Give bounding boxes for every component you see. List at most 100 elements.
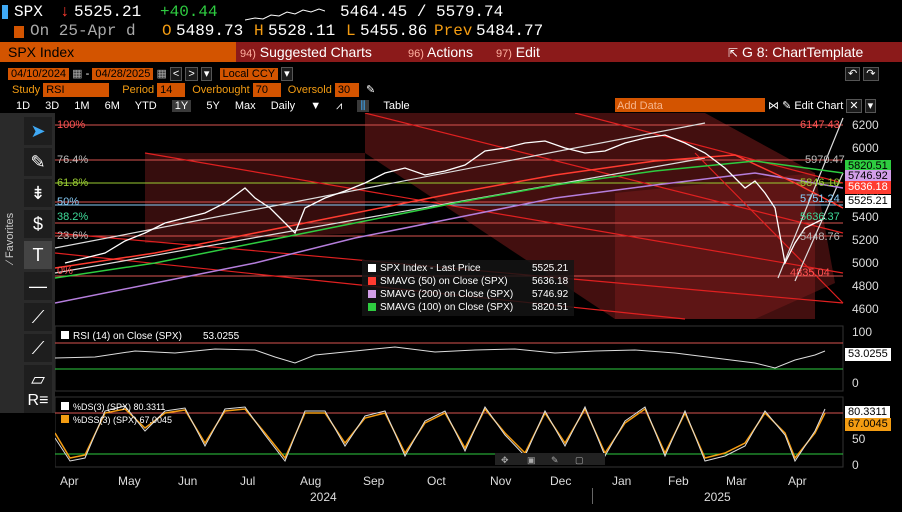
edit-chart-button[interactable]: Edit Chart bbox=[794, 100, 844, 112]
start-date-input[interactable]: 04/10/2024 bbox=[8, 68, 70, 80]
add-data-input[interactable]: Add Data bbox=[615, 98, 765, 112]
legend-value: 5820.51 bbox=[532, 302, 569, 313]
month-label: Dec bbox=[550, 474, 572, 488]
edit-label: Edit bbox=[515, 44, 540, 60]
pencil-icon[interactable]: ✎ bbox=[365, 84, 376, 96]
draw-icon[interactable]: ✎ bbox=[551, 455, 559, 465]
month-label: Feb bbox=[668, 474, 689, 488]
currency-dropdown[interactable]: ▾ bbox=[281, 67, 293, 81]
calendar-icon-2[interactable]: ▦ bbox=[156, 68, 167, 80]
overbought-input[interactable]: 70 bbox=[252, 83, 281, 97]
segment-icon[interactable]: ⟋ bbox=[24, 334, 52, 362]
low-value: 5455.86 bbox=[360, 22, 428, 40]
stoch-axis-0: 0 bbox=[852, 458, 859, 472]
actions-menu[interactable]: 96) Actions bbox=[408, 42, 473, 62]
frequency-select[interactable]: Daily ▼ bbox=[270, 100, 322, 112]
undo-icon[interactable]: ↶ bbox=[845, 67, 861, 81]
trendline-icon[interactable]: ⟋ bbox=[24, 303, 52, 331]
calendar-icon[interactable]: ▦ bbox=[72, 68, 83, 80]
stoch-d-label: %DSS(3) (SPX) 67.0045 bbox=[73, 415, 172, 425]
edit-menu[interactable]: 97) Edit bbox=[496, 42, 540, 62]
add-data-placeholder: Add Data bbox=[617, 100, 663, 112]
tab-1d[interactable]: 1D bbox=[16, 100, 31, 112]
rsi-axis-100: 100 bbox=[852, 325, 873, 339]
month-label: Jul bbox=[240, 474, 256, 488]
close-icon[interactable]: ✕ bbox=[846, 99, 862, 113]
stoch-k-legend-value: 80.3311 bbox=[134, 402, 166, 412]
sma50-tag: 5636.18 bbox=[845, 181, 891, 194]
legend-name: SMAVG (100) on Close (SPX) bbox=[380, 302, 514, 313]
channel-icon[interactable]: ▱ bbox=[24, 365, 52, 393]
reset-icon[interactable]: ▢ bbox=[575, 455, 584, 465]
more-tools-icon[interactable]: R≡ bbox=[24, 389, 52, 413]
prev-period-button[interactable]: < bbox=[169, 67, 183, 81]
sparkline bbox=[245, 8, 325, 21]
zoom-toolbar[interactable] bbox=[495, 453, 605, 465]
table-button[interactable]: Table bbox=[383, 100, 410, 112]
pan-icon[interactable]: ✥ bbox=[501, 455, 509, 465]
currency-select[interactable]: Local CCY bbox=[219, 68, 279, 80]
tab-1y[interactable]: 1Y bbox=[171, 100, 192, 112]
next-period-button[interactable]: > bbox=[185, 67, 198, 81]
fib-value-764: 5970.47 bbox=[805, 154, 845, 166]
cursor-icon[interactable]: ➤ bbox=[24, 117, 52, 145]
price-tool-icon[interactable]: $ bbox=[24, 210, 52, 238]
tab-6m[interactable]: 6M bbox=[104, 100, 120, 112]
fib-label-236: 23.6% bbox=[57, 230, 88, 242]
dropdown-button[interactable]: ▾ bbox=[200, 67, 213, 81]
date-controls: 04/10/2024 ▦ - 04/28/2025 ▦ < > ▾ Local … bbox=[8, 67, 293, 81]
status-marker bbox=[14, 26, 24, 38]
sma100-tag: 5820.51 bbox=[845, 160, 891, 173]
tab-3d[interactable]: 3D bbox=[45, 100, 60, 112]
security-field[interactable]: SPX Index bbox=[0, 42, 236, 62]
legend-row: SMAVG (200) on Close (SPX) 5746.92 bbox=[368, 289, 568, 301]
text-icon[interactable]: T bbox=[24, 241, 52, 269]
fib-label-50: 50% bbox=[57, 196, 79, 208]
pen-icon[interactable]: ✎ bbox=[24, 148, 52, 176]
tab-5y[interactable]: 5Y bbox=[206, 100, 220, 112]
tab-ytd[interactable]: YTD bbox=[134, 100, 157, 112]
horizontal-line-icon[interactable]: — bbox=[24, 272, 52, 300]
low-label: L bbox=[346, 22, 356, 40]
line-chart-icon[interactable]: ⩘ bbox=[336, 100, 343, 112]
fib-label-764: 76.4% bbox=[57, 154, 88, 166]
rsi-panel bbox=[55, 325, 844, 392]
stoch-k-tag: 80.3311 bbox=[845, 406, 890, 419]
stoch-k-swatch bbox=[61, 402, 69, 410]
candle-chart-icon[interactable]: ⫼ bbox=[357, 100, 369, 112]
suggested-charts-menu[interactable]: 94) Suggested Charts bbox=[240, 42, 372, 62]
legend-row: SPX Index - Last Price 5525.21 bbox=[368, 263, 568, 275]
suggested-num: 94) bbox=[240, 48, 256, 60]
oversold-input[interactable]: 30 bbox=[334, 83, 359, 97]
zoom-icon[interactable]: ▣ bbox=[527, 455, 536, 465]
overbought-label: Overbought bbox=[192, 84, 250, 96]
menu-bar: SPX Index 94) Suggested Charts 96) Actio… bbox=[0, 42, 902, 62]
redo-icon[interactable]: ↷ bbox=[863, 67, 879, 81]
end-date-input[interactable]: 04/28/2025 bbox=[92, 68, 154, 80]
external-link-icon: ⇱ bbox=[728, 46, 739, 60]
shaded-zone-3 bbox=[615, 173, 835, 319]
tab-max[interactable]: Max bbox=[234, 100, 256, 112]
tab-1m[interactable]: 1M bbox=[74, 100, 90, 112]
period-input[interactable]: 14 bbox=[157, 83, 186, 97]
legend-row: SMAVG (50) on Close (SPX) 5636.18 bbox=[368, 276, 568, 288]
ticker[interactable]: SPX bbox=[14, 3, 43, 21]
sma200-tag: 5746.92 bbox=[845, 170, 891, 183]
down-arrow-icon: ↓ bbox=[60, 3, 70, 21]
month-label: Jan bbox=[612, 474, 632, 488]
legend-value: 5525.21 bbox=[532, 263, 569, 274]
collapse-icon[interactable]: ⋈ bbox=[768, 100, 779, 112]
actions-num: 96) bbox=[408, 48, 424, 60]
legend-swatch bbox=[368, 303, 376, 312]
quote-date: On 25-Apr d bbox=[30, 22, 136, 40]
template-link[interactable]: ⇱ G 8: ChartTemplate bbox=[728, 42, 863, 62]
legend-name: SPX Index - Last Price bbox=[380, 263, 481, 274]
price-axis-6200: 6200 bbox=[852, 118, 879, 132]
month-label: Jun bbox=[178, 474, 198, 488]
template-label: G 8: ChartTemplate bbox=[741, 44, 864, 60]
study-select[interactable]: RSI bbox=[43, 83, 110, 97]
fib-icon[interactable]: ⇟ bbox=[24, 179, 52, 207]
edit-chart-icon[interactable]: ✎ bbox=[782, 100, 792, 112]
legend-name: SMAVG (200) on Close (SPX) bbox=[380, 289, 514, 300]
dropdown-icon[interactable]: ▾ bbox=[864, 99, 877, 113]
